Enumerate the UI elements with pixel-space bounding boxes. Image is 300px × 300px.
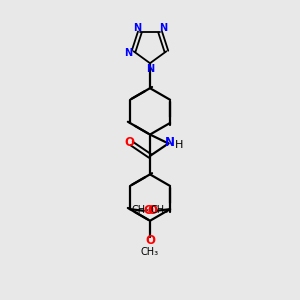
Text: N: N (133, 23, 141, 33)
Text: O: O (124, 136, 134, 149)
Text: CH₃: CH₃ (132, 205, 150, 215)
Text: CH₃: CH₃ (141, 247, 159, 257)
Text: H: H (175, 140, 183, 150)
Text: N: N (159, 23, 167, 33)
Text: N: N (165, 136, 175, 149)
Text: N: N (146, 64, 154, 74)
Text: O: O (143, 204, 153, 217)
Text: CH₃: CH₃ (150, 205, 168, 215)
Text: O: O (147, 204, 157, 217)
Text: N: N (124, 48, 133, 58)
Text: O: O (145, 235, 155, 248)
